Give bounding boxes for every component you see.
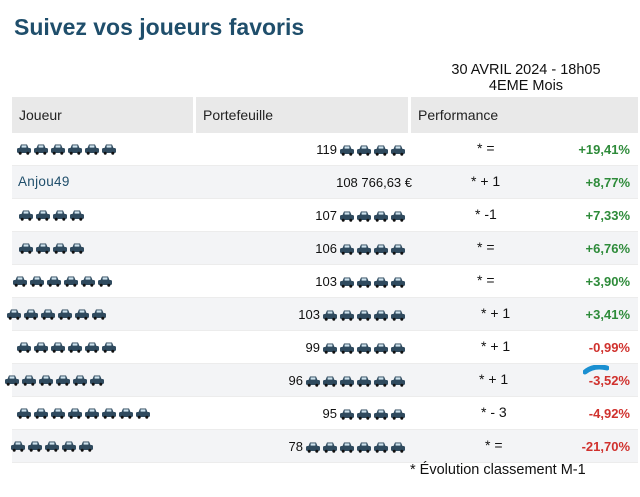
rank-evolution: * + 1 xyxy=(479,371,509,387)
wallet-amount-prefix: 99 xyxy=(305,340,320,355)
performance-value: +6,76% xyxy=(585,241,630,256)
wallet-value: 103 xyxy=(298,298,406,331)
table-row[interactable]: 103 * = +3,90% xyxy=(12,265,638,298)
redaction-cars-icon xyxy=(18,209,85,221)
performance-value: -0,99% xyxy=(588,340,630,355)
wallet-amount-prefix: 103 xyxy=(315,274,337,289)
player-name[interactable]: Anjou49 xyxy=(18,174,70,189)
player-name-redacted xyxy=(6,304,107,324)
performance-value: +8,77% xyxy=(585,175,630,190)
performance-value: -21,70% xyxy=(581,439,630,454)
redaction-cars-icon xyxy=(16,143,117,155)
player-name-redacted xyxy=(12,271,113,291)
wallet-amount-prefix: 107 xyxy=(315,208,337,223)
wallet-value: 108 766,63 € xyxy=(336,166,412,199)
performance-value: +3,90% xyxy=(585,274,630,289)
table-body: 119 * = +19,41% Anjou49 108 766,63 € * + 1 +8,… xyxy=(5,133,638,463)
redaction-cars-icon xyxy=(322,342,406,354)
performance-value: +7,33% xyxy=(585,208,630,223)
wallet-amount-prefix: 95 xyxy=(322,406,337,421)
redaction-cars-icon xyxy=(339,276,406,288)
rank-evolution: * = xyxy=(477,272,495,288)
table-row[interactable]: 119 * = +19,41% xyxy=(12,133,638,166)
column-header-performance[interactable]: Performance xyxy=(408,97,636,133)
wallet-value: 103 xyxy=(315,265,406,298)
rank-evolution: * + 1 xyxy=(471,173,501,189)
page-title: Suivez vos joueurs favoris xyxy=(14,14,305,40)
redaction-cars-icon xyxy=(322,309,406,321)
player-name-redacted xyxy=(18,238,85,258)
column-header-wallet[interactable]: Portefeuille xyxy=(193,97,408,133)
rank-evolution: * = xyxy=(485,437,503,453)
redaction-cars-icon xyxy=(305,375,406,387)
table-row[interactable]: 95 * - 3 -4,92% xyxy=(12,397,638,430)
table-row[interactable]: 107 * -1 +7,33% xyxy=(12,199,638,232)
rank-evolution: * - 3 xyxy=(481,404,507,420)
player-name-redacted xyxy=(16,139,117,159)
performance-value: -3,52% xyxy=(588,373,630,388)
wallet-amount-prefix: 78 xyxy=(288,439,303,454)
table-header: Joueur Portefeuille Performance xyxy=(12,97,638,133)
rank-evolution: * -1 xyxy=(475,206,497,222)
player-name-redacted xyxy=(16,403,151,423)
wallet-value: 78 xyxy=(289,430,406,463)
wallet-value: 119 xyxy=(316,133,406,166)
wallet-value: 107 xyxy=(315,199,406,232)
redaction-cars-icon xyxy=(339,408,406,420)
redaction-cars-icon xyxy=(339,144,406,156)
player-name-redacted xyxy=(18,205,85,225)
wallet-value: 96 xyxy=(289,364,406,397)
wallet-amount: 108 766,63 € xyxy=(336,175,412,190)
player-name-redacted xyxy=(10,436,94,456)
table-row[interactable]: Anjou49 108 766,63 € * + 1 +8,77% xyxy=(12,166,638,199)
redaction-cars-icon xyxy=(12,275,113,287)
redaction-cars-icon xyxy=(16,407,151,419)
redaction-cars-icon xyxy=(339,210,406,222)
redaction-cars-icon xyxy=(16,341,117,353)
player-name-redacted xyxy=(16,337,117,357)
column-header-player[interactable]: Joueur xyxy=(19,107,62,123)
table-row[interactable]: 103 * + 1 +3,41% xyxy=(7,298,638,331)
wallet-value: 106 xyxy=(315,232,406,265)
performance-value: +19,41% xyxy=(578,142,630,157)
player-name-redacted xyxy=(4,370,105,390)
table-row[interactable]: 106 * = +6,76% xyxy=(12,232,638,265)
redaction-cars-icon xyxy=(6,308,107,320)
rank-evolution: * + 1 xyxy=(481,338,511,354)
wallet-amount-prefix: 119 xyxy=(316,142,337,157)
redaction-cars-icon xyxy=(4,374,105,386)
wallet-value: 99 xyxy=(306,331,406,364)
scribble-mark xyxy=(583,365,609,375)
redaction-cars-icon xyxy=(18,242,85,254)
players-table: Joueur Portefeuille Performance 119 * = +1… xyxy=(5,97,638,463)
footnote: * Évolution classement M-1 xyxy=(410,462,586,478)
period-line: 4EME Mois xyxy=(488,78,564,94)
rank-evolution: * + 1 xyxy=(481,305,511,321)
table-row[interactable]: 99 * + 1 -0,99% xyxy=(12,331,638,364)
redaction-cars-icon xyxy=(339,243,406,255)
rank-evolution: * = xyxy=(477,140,495,156)
redaction-cars-icon xyxy=(10,440,94,452)
table-row[interactable]: 78 * = -21,70% xyxy=(10,430,638,463)
rank-evolution: * = xyxy=(477,239,495,255)
table-row[interactable]: 96 * + 1 -3,52% xyxy=(5,364,638,397)
date-header: 30 AVRIL 2024 - 18h05 4EME Mois xyxy=(410,62,640,94)
redaction-cars-icon xyxy=(305,441,406,453)
wallet-value: 95 xyxy=(323,397,406,430)
wallet-amount-prefix: 103 xyxy=(298,307,320,322)
wallet-amount-prefix: 96 xyxy=(288,373,303,388)
performance-value: +3,41% xyxy=(585,307,630,322)
performance-value: -4,92% xyxy=(588,406,630,421)
date-line: 30 AVRIL 2024 - 18h05 xyxy=(451,62,601,78)
wallet-amount-prefix: 106 xyxy=(315,241,337,256)
